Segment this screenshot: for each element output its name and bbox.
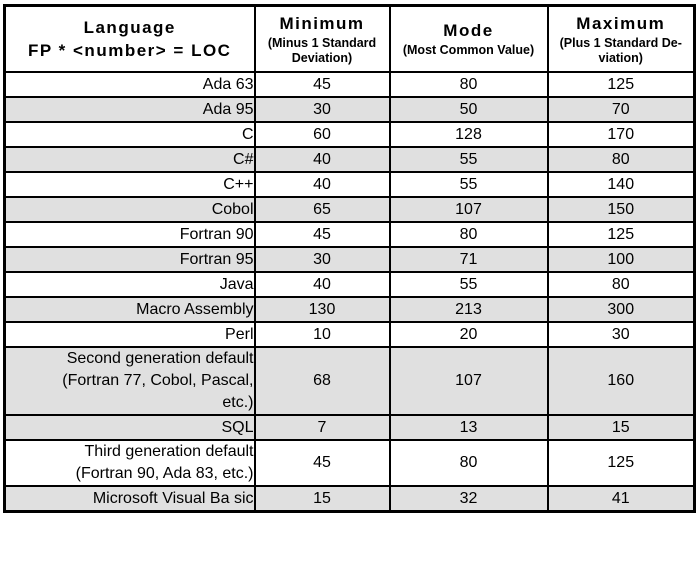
language-cell: Macro Assembly xyxy=(3,296,256,323)
language-cell: Microsoft Visual Ba sic xyxy=(3,485,256,513)
mode-cell: 107 xyxy=(388,346,549,416)
header-maximum: Maximum (Plus 1 Standard De- viation) xyxy=(546,4,696,73)
minimum-cell: 40 xyxy=(253,271,391,298)
language-cell: Second generation default (Fortran 77, C… xyxy=(3,346,256,416)
table-row-third-generation-default: Third generation default (Fortran 90, Ad… xyxy=(3,439,696,487)
mode-cell: 13 xyxy=(388,414,549,441)
language-cell: C# xyxy=(3,146,256,173)
maximum-cell: 15 xyxy=(546,414,696,441)
table-row-sql: SQL 7 13 15 xyxy=(3,414,696,441)
table-row-csharp: C# 40 55 80 xyxy=(3,146,696,173)
mode-cell: 213 xyxy=(388,296,549,323)
header-minimum: Minimum (Minus 1 Standard Deviation) xyxy=(253,4,391,73)
minimum-cell: 7 xyxy=(253,414,391,441)
mode-cell: 107 xyxy=(388,196,549,223)
mode-cell: 55 xyxy=(388,171,549,198)
minimum-cell: 60 xyxy=(253,121,391,148)
mode-cell: 80 xyxy=(388,71,549,98)
table-row-ada-95: Ada 95 30 50 70 xyxy=(3,96,696,123)
mode-cell: 55 xyxy=(388,271,549,298)
minimum-cell: 45 xyxy=(253,221,391,248)
minimum-cell: 40 xyxy=(253,171,391,198)
mode-cell: 80 xyxy=(388,439,549,487)
table-row-fortran-90: Fortran 90 45 80 125 xyxy=(3,221,696,248)
header-minimum-subtitle: (Minus 1 Standard Deviation) xyxy=(267,35,377,65)
table-row-ada-63: Ada 63 45 80 125 xyxy=(3,71,696,98)
language-cell: C xyxy=(3,121,256,148)
minimum-cell: 10 xyxy=(253,321,391,348)
header-maximum-title: Maximum xyxy=(576,13,666,33)
maximum-cell: 140 xyxy=(546,171,696,198)
language-cell: Cobol xyxy=(3,196,256,223)
mode-cell: 50 xyxy=(388,96,549,123)
mode-cell: 71 xyxy=(388,246,549,273)
header-mode: Mode (Most Common Value) xyxy=(388,4,549,73)
minimum-cell: 45 xyxy=(253,439,391,487)
maximum-cell: 70 xyxy=(546,96,696,123)
table-row-macro-assembly: Macro Assembly 130 213 300 xyxy=(3,296,696,323)
maximum-cell: 170 xyxy=(546,121,696,148)
table-row-java: Java 40 55 80 xyxy=(3,271,696,298)
mode-cell: 55 xyxy=(388,146,549,173)
table-row-fortran-95: Fortran 95 30 71 100 xyxy=(3,246,696,273)
minimum-cell: 30 xyxy=(253,96,391,123)
minimum-cell: 15 xyxy=(253,485,391,513)
table-row-c: C 60 128 170 xyxy=(3,121,696,148)
mode-cell: 128 xyxy=(388,121,549,148)
fp-to-loc-table: Language FP * <number> = LOC Minimum (Mi… xyxy=(3,4,696,513)
mode-cell: 80 xyxy=(388,221,549,248)
language-cell: Java xyxy=(3,271,256,298)
maximum-cell: 41 xyxy=(546,485,696,513)
maximum-cell: 80 xyxy=(546,146,696,173)
header-mode-title: Mode xyxy=(443,21,494,40)
minimum-cell: 68 xyxy=(253,346,391,416)
language-cell: Fortran 95 xyxy=(3,246,256,273)
mode-cell: 20 xyxy=(388,321,549,348)
header-language: Language FP * <number> = LOC xyxy=(3,4,256,73)
header-language-title: Language xyxy=(83,18,176,37)
header-mode-subtitle: (Most Common Value) xyxy=(402,43,535,57)
table-row-microsoft-visual-basic: Microsoft Visual Ba sic 15 32 41 xyxy=(3,485,696,513)
maximum-cell: 80 xyxy=(546,271,696,298)
maximum-cell: 30 xyxy=(546,321,696,348)
minimum-cell: 40 xyxy=(253,146,391,173)
header-row: Language FP * <number> = LOC Minimum (Mi… xyxy=(3,4,696,73)
maximum-cell: 125 xyxy=(546,71,696,98)
language-cell: Fortran 90 xyxy=(3,221,256,248)
mode-cell: 32 xyxy=(388,485,549,513)
header-minimum-title: Minimum xyxy=(279,13,365,33)
maximum-cell: 150 xyxy=(546,196,696,223)
language-cell: Ada 95 xyxy=(3,96,256,123)
language-cell: Ada 63 xyxy=(3,71,256,98)
table-row-cobol: Cobol 65 107 150 xyxy=(3,196,696,223)
table-row-second-generation-default: Second generation default (Fortran 77, C… xyxy=(3,346,696,416)
header-language-formula: FP * <number> = LOC xyxy=(28,41,232,60)
language-cell: Third generation default (Fortran 90, Ad… xyxy=(3,439,256,487)
table-row-cpp: C++ 40 55 140 xyxy=(3,171,696,198)
header-maximum-subtitle: (Plus 1 Standard De- viation) xyxy=(559,35,682,65)
maximum-cell: 300 xyxy=(546,296,696,323)
minimum-cell: 65 xyxy=(253,196,391,223)
language-cell: Perl xyxy=(3,321,256,348)
language-cell: C++ xyxy=(3,171,256,198)
maximum-cell: 160 xyxy=(546,346,696,416)
maximum-cell: 125 xyxy=(546,439,696,487)
maximum-cell: 100 xyxy=(546,246,696,273)
table-row-perl: Perl 10 20 30 xyxy=(3,321,696,348)
minimum-cell: 130 xyxy=(253,296,391,323)
maximum-cell: 125 xyxy=(546,221,696,248)
minimum-cell: 30 xyxy=(253,246,391,273)
language-cell: SQL xyxy=(3,414,256,441)
minimum-cell: 45 xyxy=(253,71,391,98)
